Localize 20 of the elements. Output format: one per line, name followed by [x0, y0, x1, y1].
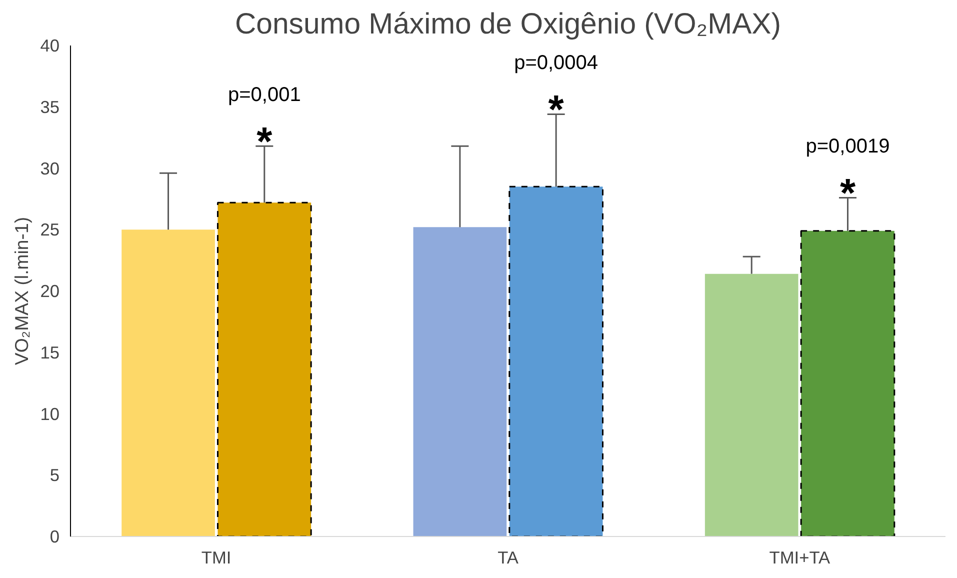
annotation: p=0,0004: [514, 52, 598, 74]
x-tick-label: TMI: [201, 548, 232, 568]
x-tick-label: TA: [498, 548, 519, 568]
y-tick-label: 5: [50, 465, 60, 486]
y-tick-label: 40: [40, 36, 60, 56]
y-tick-label: 20: [40, 281, 60, 301]
y-tick-label: 35: [40, 96, 60, 117]
annotation: *: [256, 120, 273, 164]
annotation: p=0,001: [228, 84, 301, 106]
y-tick-label: 15: [40, 342, 60, 362]
annotation: *: [548, 88, 564, 132]
chart-title: Consumo Máximo de Oxigênio (VO₂MAX): [235, 8, 782, 40]
y-tick-label: 10: [40, 404, 60, 424]
y-axis-title: VO₂MAX (l.min-1): [11, 216, 32, 366]
annotation: p=0,0019: [806, 136, 890, 158]
y-tick-label: 0: [50, 526, 60, 546]
annotation: *: [840, 172, 856, 216]
y-tick-label: 25: [40, 220, 60, 240]
x-tick-label: TMI+TA: [769, 548, 831, 568]
y-tick-label: 30: [40, 158, 60, 178]
